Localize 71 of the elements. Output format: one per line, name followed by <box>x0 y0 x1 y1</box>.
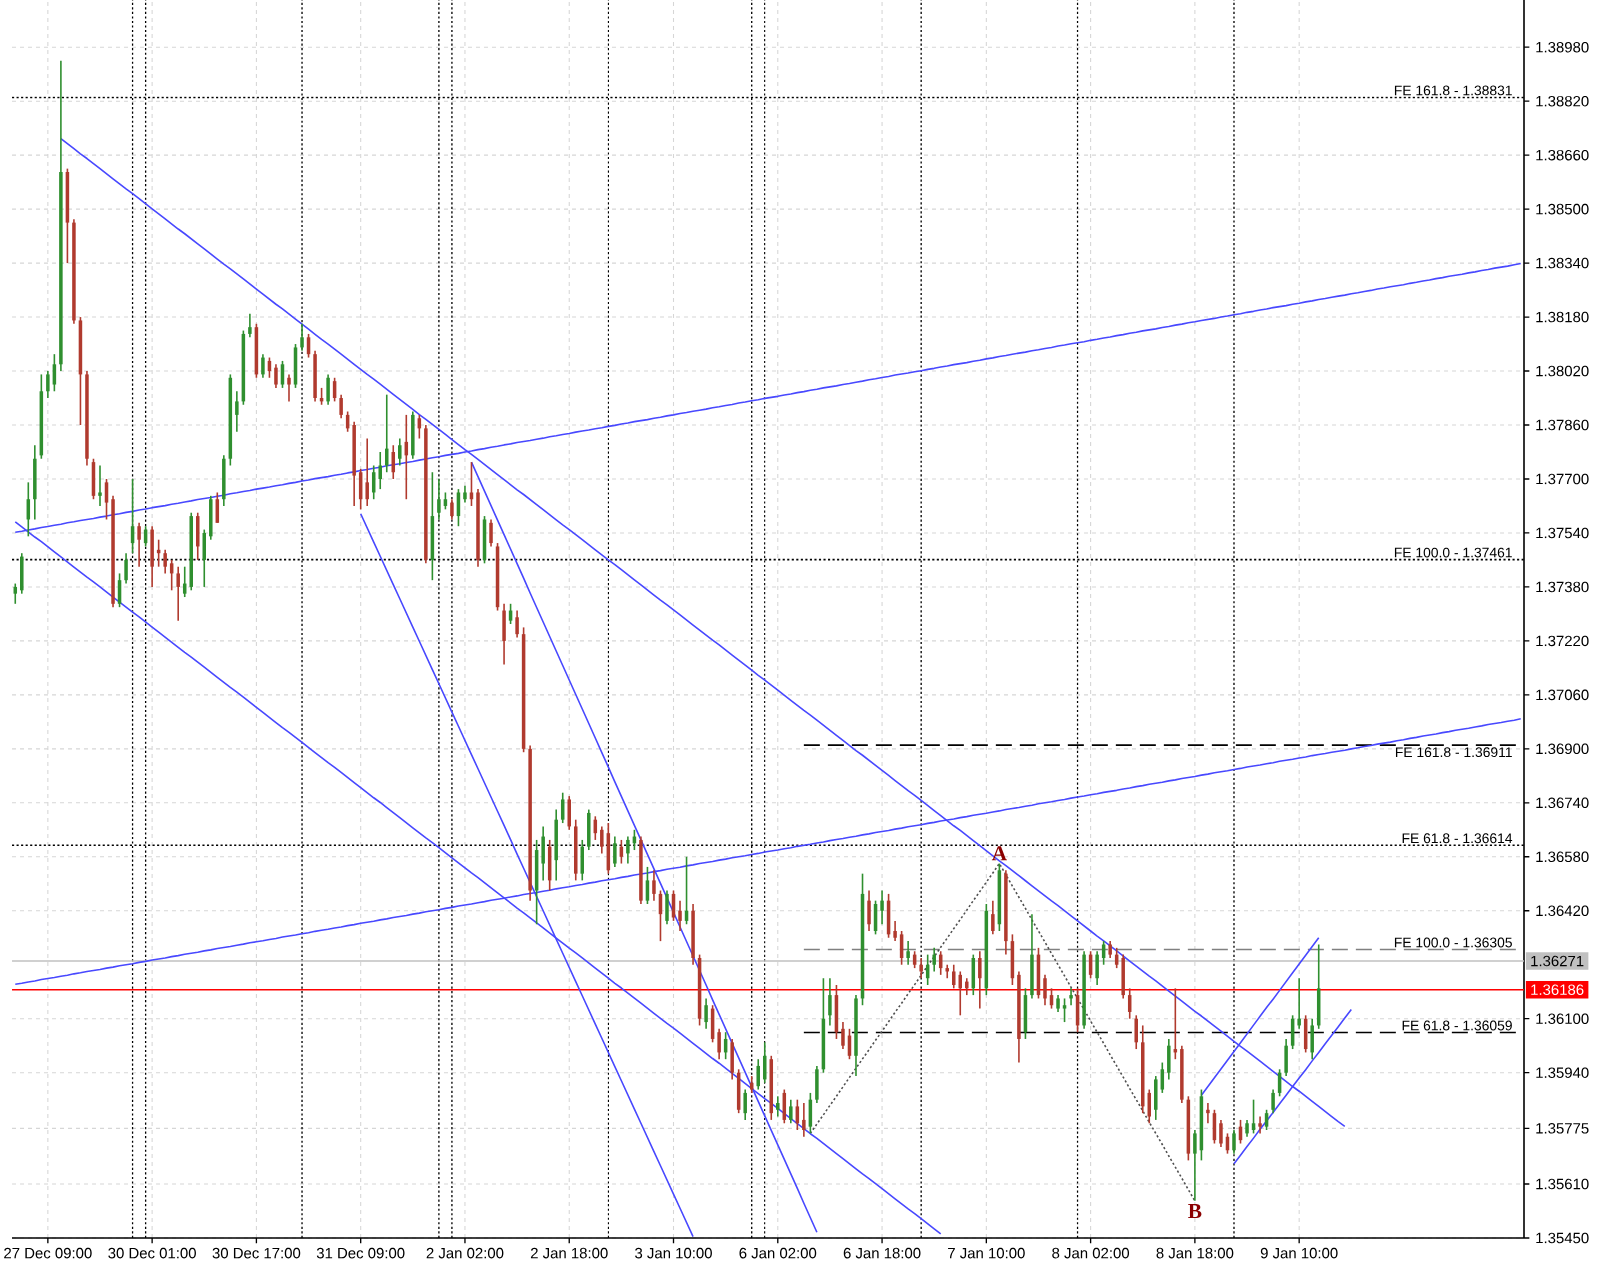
candlestick <box>1310 1017 1314 1060</box>
candlestick <box>150 525 154 588</box>
candlestick <box>33 444 37 521</box>
candlestick <box>163 549 167 575</box>
candlestick <box>489 518 493 548</box>
candlestick <box>613 835 617 868</box>
candlestick <box>743 1088 747 1121</box>
candlestick <box>1284 1038 1288 1077</box>
line-series <box>809 862 1196 1202</box>
candlestick <box>176 565 180 622</box>
candlestick <box>828 977 832 1027</box>
candlestick <box>1069 987 1073 1007</box>
candlestick <box>450 498 454 521</box>
candlestick <box>261 353 265 379</box>
candlestick <box>1232 1129 1236 1155</box>
candlestick <box>815 1065 819 1104</box>
candlestick <box>515 609 519 639</box>
candlestick <box>762 1041 767 1084</box>
candlestick <box>665 889 669 926</box>
candlestick <box>20 552 24 595</box>
candlestick <box>554 808 558 882</box>
candlestick <box>919 957 923 980</box>
candlestick <box>906 940 910 966</box>
candlestick <box>437 478 441 521</box>
candlestick <box>1271 1088 1275 1114</box>
candlestick <box>1062 997 1067 1023</box>
candlestick <box>704 997 708 1030</box>
candlestick <box>137 522 141 568</box>
candlestick <box>1134 1014 1138 1050</box>
candlestick <box>385 393 389 474</box>
candlestick <box>652 869 656 902</box>
data-label: A <box>991 846 1007 861</box>
candlestick <box>932 947 936 973</box>
candlestick <box>1095 950 1099 986</box>
candlestick <box>274 363 278 389</box>
candlestick <box>248 312 252 339</box>
candlestick <box>802 1102 806 1138</box>
data-label: B <box>1188 1204 1202 1219</box>
candlestick <box>365 437 369 507</box>
candlestick <box>287 373 291 403</box>
candlestick <box>978 950 982 1010</box>
candlestick <box>195 511 200 561</box>
candlestick <box>991 899 995 936</box>
candlestick <box>776 1095 780 1118</box>
candlestick <box>573 818 578 882</box>
candlestick <box>46 370 50 399</box>
candlestick <box>691 903 695 966</box>
candlestick <box>867 889 871 932</box>
candlestick <box>222 454 226 507</box>
candlestick <box>587 808 591 851</box>
candlestick <box>502 603 506 666</box>
candlestick <box>678 899 682 932</box>
candlestick <box>398 437 402 467</box>
candlestick <box>730 1038 734 1081</box>
candlestick <box>626 835 630 865</box>
candlestick <box>567 795 571 831</box>
candlestick <box>300 323 304 352</box>
candlestick <box>789 1098 793 1125</box>
candlestick <box>1154 1075 1158 1121</box>
candlestick <box>1219 1119 1223 1148</box>
candlestick <box>1206 1102 1210 1125</box>
candlestick <box>339 393 343 420</box>
candlestick <box>313 349 317 403</box>
candlestick <box>1030 913 1034 1000</box>
candlestick <box>124 552 128 585</box>
candlestick <box>1121 953 1125 1000</box>
candlestick <box>326 373 330 406</box>
candlestick <box>98 464 102 507</box>
candlestick <box>756 1058 760 1091</box>
candlestick <box>880 889 884 926</box>
candlestick <box>411 410 415 460</box>
